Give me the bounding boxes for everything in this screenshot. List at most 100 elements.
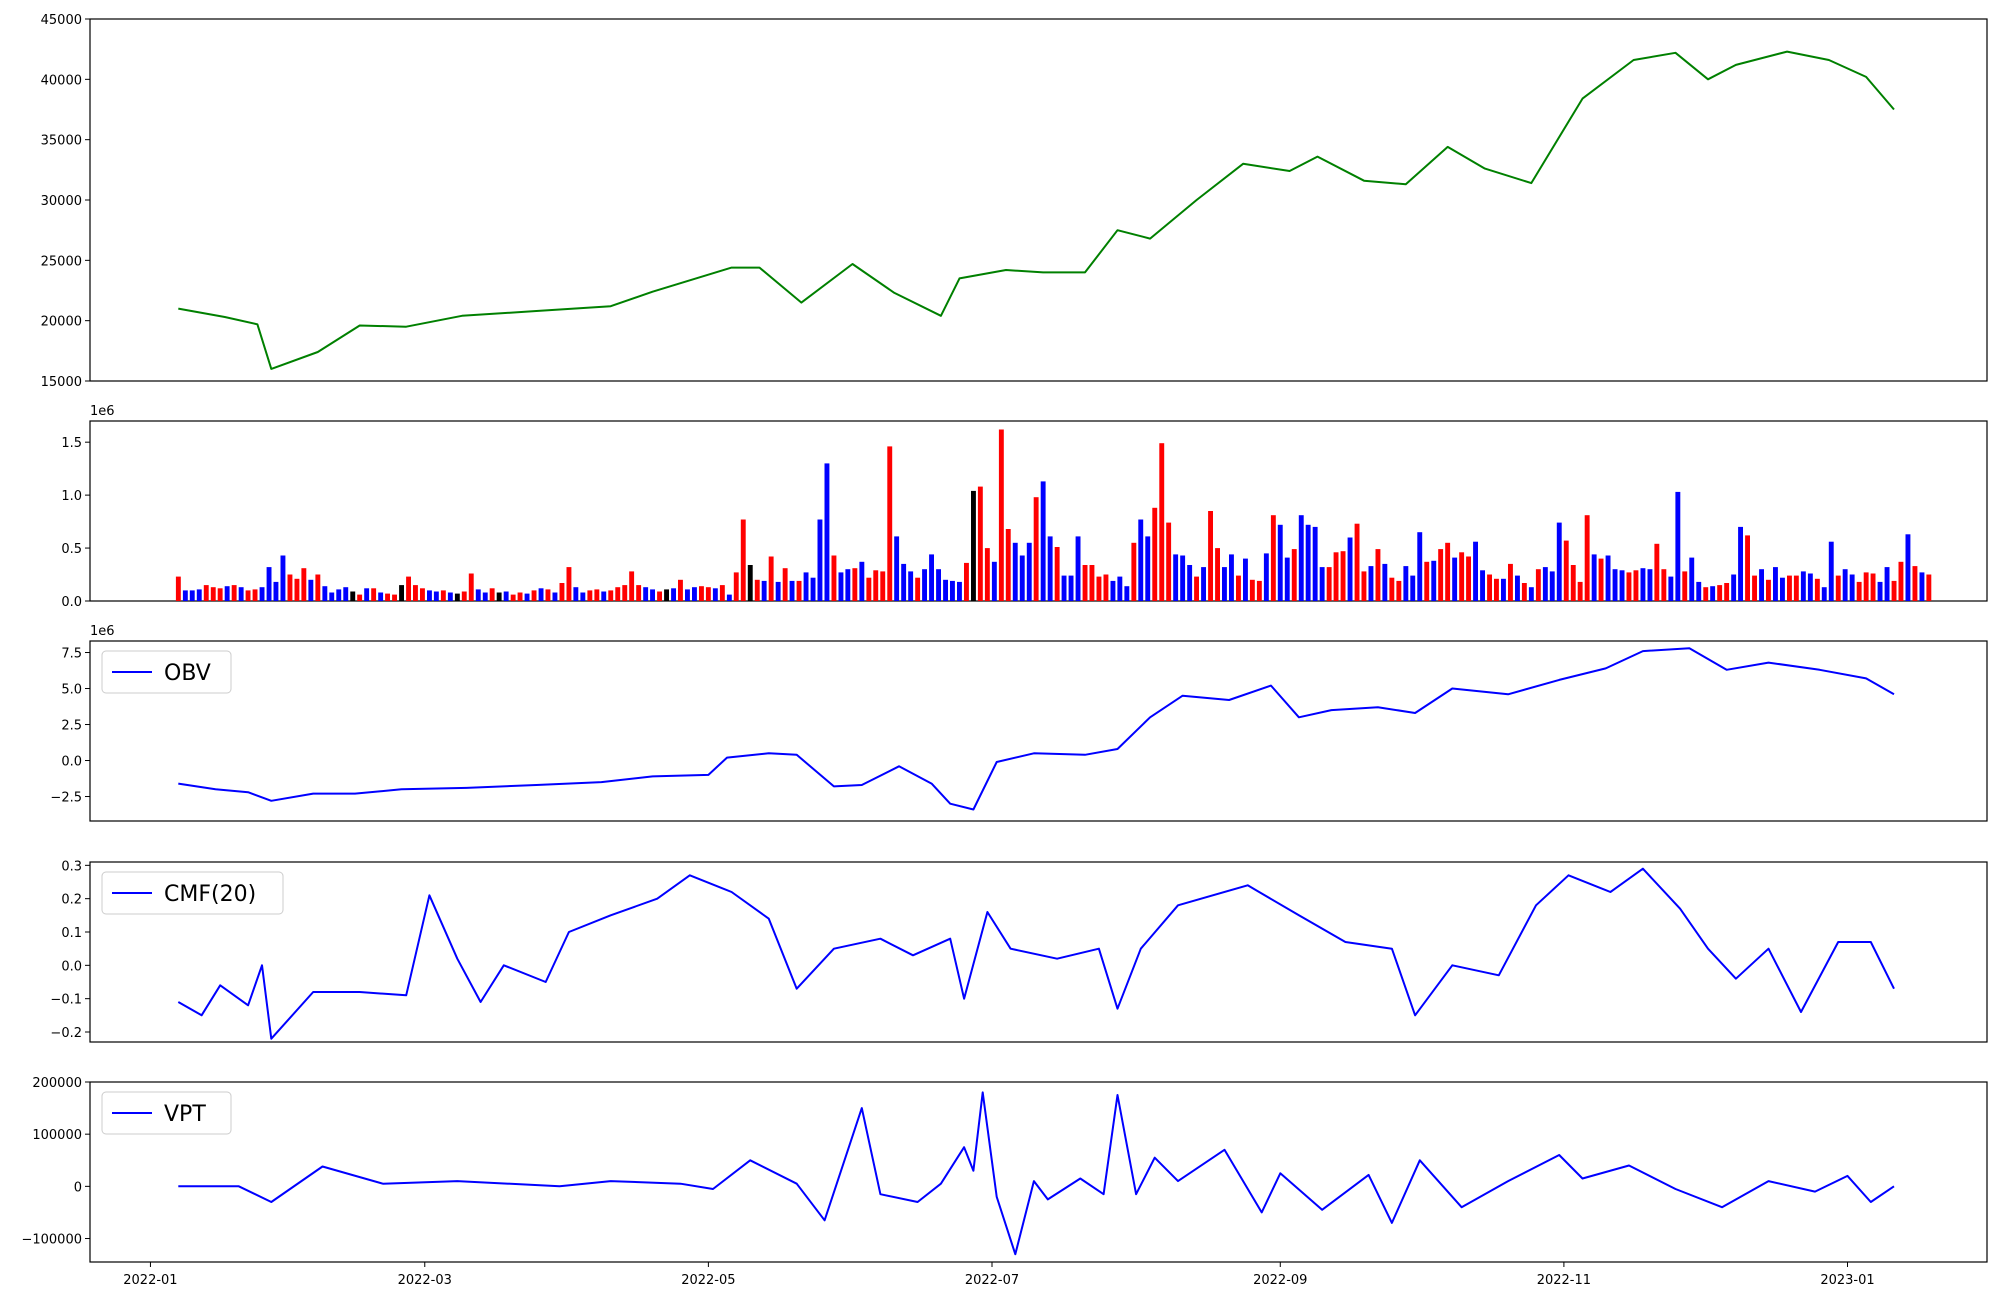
volume-bar [1759,569,1764,601]
volume-bar [287,574,293,601]
volume-bar [740,519,746,601]
volume-bar [971,490,976,601]
volume-bar [1717,585,1723,601]
volume-bar [475,589,481,601]
volume-bar [1012,542,1018,601]
volume-bar [1633,570,1639,601]
volume-bar [1159,443,1165,601]
volume-bar [385,593,390,601]
volume-bar [1417,532,1423,601]
volume-bar [1821,587,1827,601]
volume-bar [845,569,851,601]
volume-bar [1905,534,1911,601]
plot-area [178,647,1895,811]
volume-bar [1466,556,1471,601]
volume-bar [1166,522,1172,601]
volume-bar [1549,571,1555,601]
plot-area [177,867,1895,1040]
volume-bar [594,589,600,601]
volume-bar [1215,548,1220,601]
y-tick-label: 7.5 [61,647,82,662]
volume-bar [447,592,453,601]
volume-bar [440,590,446,601]
price-panel: 15000 20000 25000 30000 35000 40000 45000 [41,13,1988,390]
volume-bar [413,585,418,601]
y-offset-label: 1e6 [90,404,115,419]
volume-bar [1780,577,1785,601]
volume-bar [977,486,983,601]
volume-bar [1110,580,1116,601]
volume-bar [350,591,356,601]
volume-bar [1019,555,1025,601]
volume-bar [852,568,858,601]
volume-bar [392,594,397,601]
x-tick-label: 2022-01 [123,1273,177,1288]
volume-bar [343,587,349,601]
y-tick-label: 0.0 [61,595,82,610]
volume-bar [559,583,565,601]
volume-bar [1480,570,1485,601]
series-line [178,1091,1895,1256]
volume-bar [315,574,321,601]
volume-bar [1605,555,1611,601]
axes-frame [89,640,1988,822]
volume-bar [1787,575,1792,601]
volume-bar [406,576,411,601]
volume-bar [838,572,844,601]
volume-bar [210,587,216,601]
volume-bar [1668,576,1674,601]
volume-bar [1082,565,1088,601]
volume-bar [922,569,927,601]
volume-bar [1256,580,1262,601]
volume-bar [1201,567,1206,601]
volume-bar [1319,567,1325,601]
volume-bar [810,577,816,601]
volume-bar [1912,566,1918,601]
volume-bar [643,587,649,601]
volume-bar [1243,558,1248,601]
axes-frame [89,861,1988,1043]
volume-bar [587,590,593,601]
volume-bar [1661,569,1667,601]
volume-bar [1033,497,1039,601]
series-line [177,867,1895,1040]
volume-bar [1501,578,1506,601]
volume-bar [1424,561,1430,601]
volume-bar [1403,566,1409,601]
volume-bar [831,555,837,601]
volume-bar [1236,575,1241,601]
volume-bar [699,586,704,601]
volume-bar [1180,555,1186,601]
volume-bar [761,580,767,601]
volume-bar [566,567,572,601]
volume-bar [1445,542,1451,601]
volume-bar [726,594,732,601]
volume-bar [1291,549,1297,601]
volume-bar [601,591,607,601]
volume-bar [1312,526,1318,601]
volume-bar [1828,541,1834,601]
volume-bar [664,589,669,601]
volume-bar [503,591,509,601]
volume-bar [1800,571,1806,601]
volume-bar [203,585,209,601]
y-tick-label: 100000 [32,1128,82,1143]
volume-bar [1305,524,1311,601]
volume-bar [1452,557,1458,601]
volume-bar [705,587,711,601]
volume-bar [1438,549,1444,601]
y-tick-label: 0.2 [61,893,82,908]
y-tick-label: 0.0 [61,959,82,974]
volume-bar [657,591,662,601]
volume-bar [294,578,300,601]
y-tick-label: 25000 [41,254,82,269]
volume-bar [1508,563,1513,601]
volume-bar [782,568,788,601]
volume-bar [1898,561,1904,601]
volume-bar [399,585,404,601]
volume-bar [650,589,655,601]
y-tick-label: 0.5 [61,542,82,557]
volume-bar [1542,567,1548,601]
volume-bar [685,589,690,601]
volume-bar [608,590,614,601]
